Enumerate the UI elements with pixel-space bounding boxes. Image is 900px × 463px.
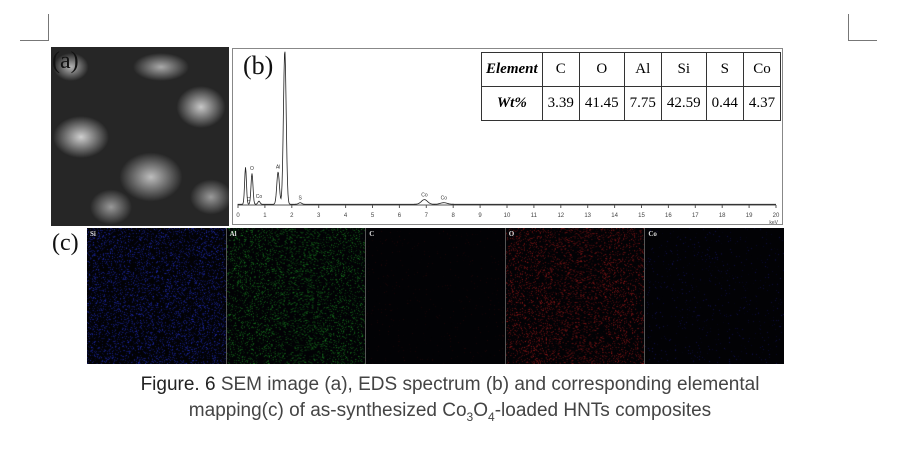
crop-mark-top-left-horizontal bbox=[20, 40, 49, 41]
map-label: Co bbox=[648, 230, 657, 238]
peak-label: C bbox=[247, 197, 251, 203]
x-tick-label: 0 bbox=[236, 213, 240, 219]
peak-label: Co bbox=[441, 195, 448, 201]
map-signal bbox=[87, 228, 226, 364]
map-c: C bbox=[366, 228, 506, 364]
map-signal bbox=[366, 228, 505, 364]
caption-text: O bbox=[473, 400, 488, 421]
table-cell: Si bbox=[661, 53, 706, 87]
x-tick-label: 9 bbox=[478, 213, 482, 219]
table-cell: 3.39 bbox=[542, 87, 579, 121]
x-tick-label: 1 bbox=[263, 213, 267, 219]
crop-mark-top-left-vertical bbox=[48, 14, 49, 41]
crop-mark-top-right-horizontal bbox=[848, 40, 877, 41]
x-tick-label: 15 bbox=[638, 213, 645, 219]
map-al: Al bbox=[227, 228, 367, 364]
table-cell: Co bbox=[743, 53, 780, 87]
x-tick-label: 8 bbox=[452, 213, 456, 219]
table-cell: 42.59 bbox=[661, 87, 706, 121]
peak-label: O bbox=[250, 166, 254, 172]
crop-mark-top-right-vertical bbox=[848, 14, 849, 41]
eds-composition-table: Element C O Al Si S Co Wt% 3.39 41.45 7.… bbox=[481, 52, 781, 121]
x-tick-label: 18 bbox=[719, 213, 726, 219]
table-cell: 7.75 bbox=[624, 87, 661, 121]
panel-label-c: (c) bbox=[52, 230, 79, 257]
map-label: O bbox=[509, 230, 514, 238]
x-tick-label: 16 bbox=[665, 213, 672, 219]
peak-label: Al bbox=[276, 165, 280, 171]
table-header-wt: Wt% bbox=[482, 87, 543, 121]
table-cell: C bbox=[542, 53, 579, 87]
map-signal bbox=[506, 228, 645, 364]
table-cell: Al bbox=[624, 53, 661, 87]
table-cell: 4.37 bbox=[743, 87, 780, 121]
x-tick-label: 20 bbox=[773, 213, 780, 219]
table-row-wt: Wt% 3.39 41.45 7.75 42.59 0.44 4.37 bbox=[482, 87, 781, 121]
caption-text: SEM image (a), EDS spectrum (b) and corr… bbox=[216, 374, 760, 395]
table-cell: 0.44 bbox=[706, 87, 743, 121]
x-tick-label: 7 bbox=[425, 213, 429, 219]
x-tick-label: 14 bbox=[611, 213, 618, 219]
x-tick-label: 11 bbox=[531, 213, 538, 219]
peak-label: Co bbox=[421, 192, 428, 198]
map-signal bbox=[645, 228, 784, 364]
peak-label: S bbox=[298, 195, 302, 201]
x-tick-label: 10 bbox=[504, 213, 511, 219]
x-tick-label: 3 bbox=[317, 213, 321, 219]
table-cell: 41.45 bbox=[579, 87, 624, 121]
caption-line-2: mapping(c) of as-synthesized Co3O4-loade… bbox=[0, 398, 900, 430]
figure-caption: Figure. 6 SEM image (a), EDS spectrum (b… bbox=[0, 372, 900, 430]
elemental-maps: Si Al C O Co bbox=[87, 228, 784, 364]
x-axis-label: keV bbox=[769, 220, 778, 226]
table-header-element: Element bbox=[482, 53, 543, 87]
panel-label-a: (a) bbox=[52, 48, 79, 75]
map-co: Co bbox=[645, 228, 784, 364]
map-signal bbox=[227, 228, 366, 364]
caption-text: mapping(c) of as-synthesized Co bbox=[189, 400, 467, 421]
x-tick-label: 19 bbox=[746, 213, 753, 219]
x-tick-label: 4 bbox=[344, 213, 348, 219]
x-tick-label: 6 bbox=[398, 213, 402, 219]
table-cell: S bbox=[706, 53, 743, 87]
x-tick-label: 5 bbox=[371, 213, 375, 219]
caption-text: -loaded HNTs composites bbox=[495, 400, 711, 421]
x-tick-label: 13 bbox=[584, 213, 591, 219]
x-tick-label: 2 bbox=[290, 213, 294, 219]
map-si: Si bbox=[87, 228, 227, 364]
caption-line-1: Figure. 6 SEM image (a), EDS spectrum (b… bbox=[0, 372, 900, 398]
map-label: C bbox=[369, 230, 374, 238]
map-o: O bbox=[506, 228, 646, 364]
table-cell: O bbox=[579, 53, 624, 87]
x-tick-label: 17 bbox=[692, 213, 699, 219]
map-label: Al bbox=[230, 230, 237, 238]
figure-label: Figure. 6 bbox=[141, 374, 216, 395]
peak-label: Co bbox=[256, 194, 263, 200]
map-label: Si bbox=[90, 230, 96, 238]
subscript: 4 bbox=[488, 410, 495, 424]
x-tick-label: 12 bbox=[557, 213, 564, 219]
table-row-header: Element C O Al Si S Co bbox=[482, 53, 781, 87]
panel-label-b: (b) bbox=[243, 51, 273, 81]
